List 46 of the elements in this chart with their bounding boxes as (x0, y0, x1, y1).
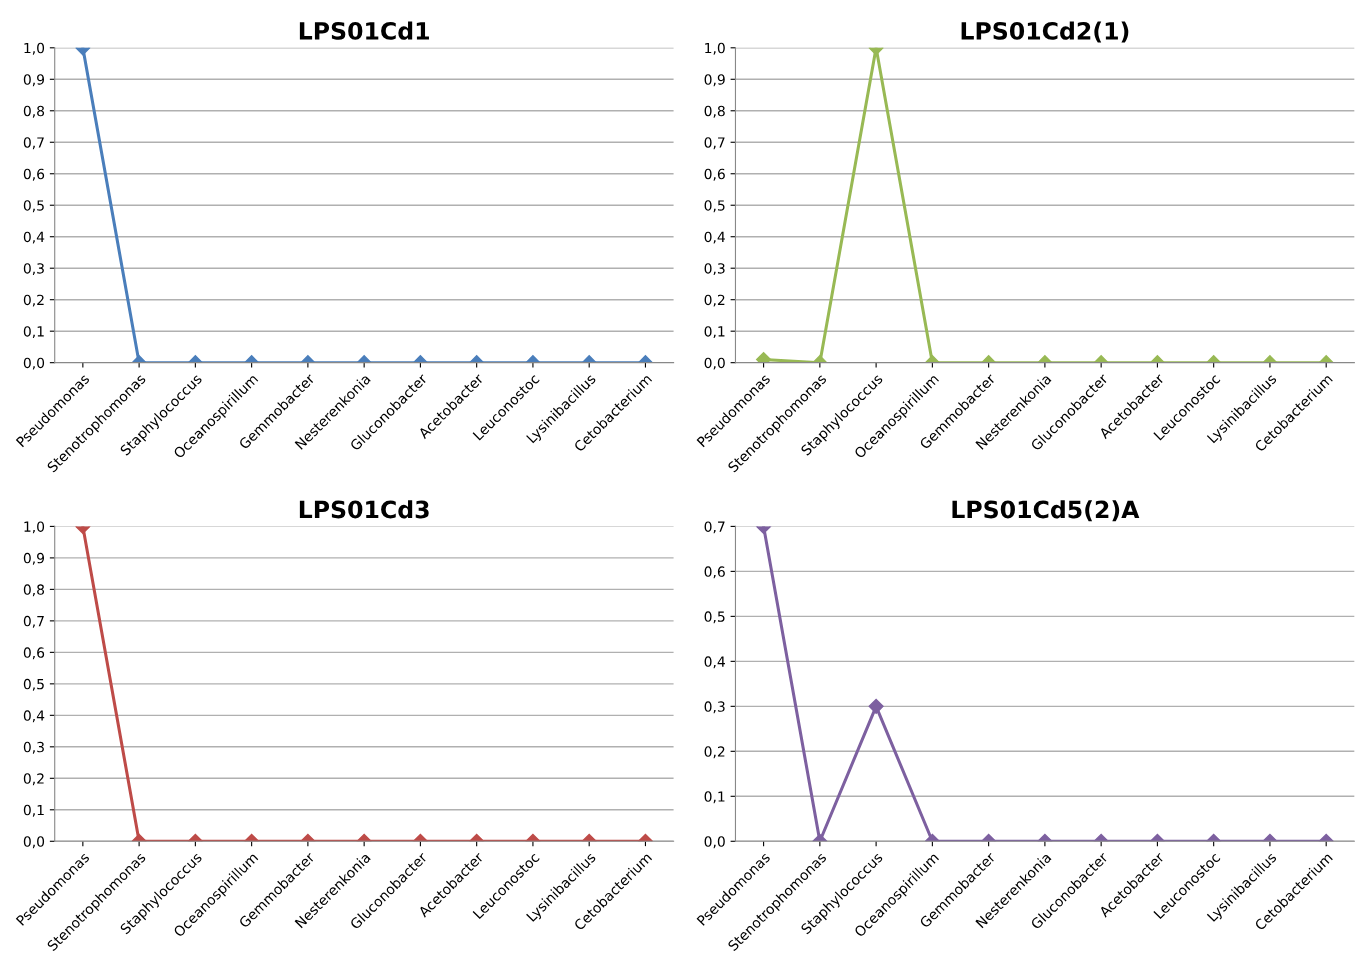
y-tick-label: 1,0 (705, 42, 725, 55)
y-tick-label: 0,7 (704, 521, 725, 534)
chart-title: LPS01Cd3 (299, 500, 429, 519)
y-tick-label: 1,0 (24, 42, 45, 55)
y-tick-label: 0,3 (23, 263, 44, 276)
y-tick-label: 0,1 (23, 326, 44, 339)
y-tick-label: 0,4 (704, 656, 725, 669)
y-tick-label: 0,9 (23, 552, 45, 565)
y-tick-label: 0,8 (23, 105, 45, 118)
y-tick-label: 0,6 (704, 566, 725, 579)
chart-title: LPS01Cd5(2)A (952, 500, 1140, 522)
y-tick-label: 0,2 (23, 773, 44, 786)
y-tick-label: 0,7 (23, 137, 44, 150)
chart-title: LPS01Cd2(1) (961, 21, 1129, 43)
y-tick-label: 0,9 (23, 74, 45, 87)
y-tick-label: 0,2 (704, 294, 725, 307)
y-tick-label: 0,0 (704, 357, 725, 370)
y-tick-label: 0,5 (23, 678, 44, 691)
y-tick-label: 0,1 (704, 791, 725, 804)
y-tick-label: 0,0 (23, 836, 45, 849)
y-tick-label: 0,6 (23, 168, 45, 181)
y-tick-label: 0,7 (23, 615, 44, 628)
y-tick-label: 0,4 (23, 231, 45, 244)
y-tick-label: 0,7 (704, 137, 725, 150)
y-tick-label: 0,6 (704, 168, 725, 181)
y-tick-label: 1,0 (24, 521, 45, 534)
y-tick-label: 0,3 (704, 701, 725, 714)
y-tick-label: 0,0 (704, 836, 725, 849)
y-tick-label: 0,5 (704, 611, 725, 624)
y-tick-label: 0,1 (23, 804, 44, 817)
y-tick-label: 0,9 (704, 74, 725, 87)
y-tick-label: 0,5 (23, 200, 44, 213)
y-tick-label: 0,3 (23, 741, 44, 754)
y-tick-label: 0,3 (704, 263, 725, 276)
y-tick-label: 0,6 (23, 647, 45, 660)
chart-title: LPS01Cd1 (299, 21, 429, 40)
y-tick-label: 0,1 (704, 326, 725, 339)
y-tick-label: 0,4 (23, 710, 45, 723)
y-tick-label: 0,8 (704, 105, 725, 118)
y-tick-label: 0,0 (23, 357, 45, 370)
y-tick-label: 0,2 (23, 294, 44, 307)
y-tick-label: 0,2 (704, 746, 725, 759)
y-tick-label: 0,4 (704, 231, 725, 244)
y-tick-label: 0,5 (704, 200, 725, 213)
y-tick-label: 0,8 (23, 584, 45, 597)
point (868, 698, 884, 714)
